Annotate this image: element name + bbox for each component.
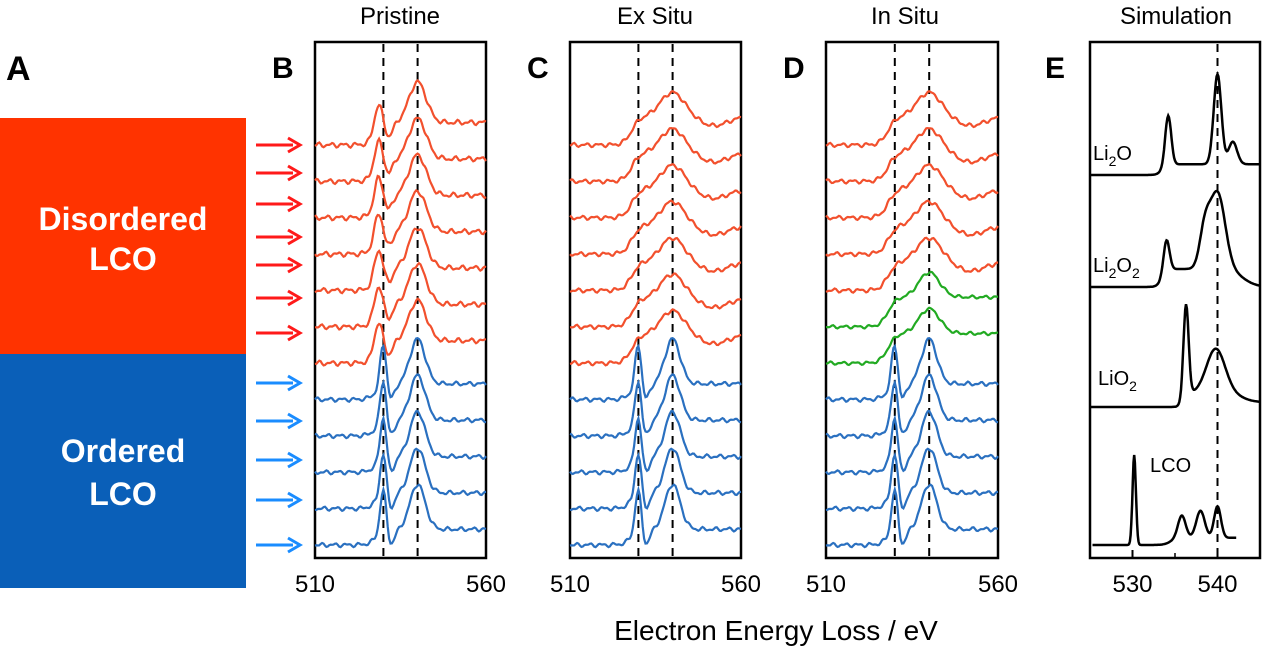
spectrum-d-11 <box>825 483 999 549</box>
spectrum-c-0 <box>569 89 742 149</box>
panel-letter-e: E <box>1045 52 1065 85</box>
spectrum-c-3 <box>569 199 742 258</box>
red-arrow-1 <box>256 164 303 182</box>
spectrum-c-2 <box>569 163 742 222</box>
spectrum-c-1 <box>569 126 742 185</box>
x-tick-label-b-1: 560 <box>466 571 506 598</box>
disordered-label-line1: Disordered <box>39 201 208 237</box>
spectrum-d-3 <box>825 199 999 258</box>
spectrum-c-6 <box>569 308 742 367</box>
panel-letter-d: D <box>783 52 805 85</box>
spectrum-d-8 <box>825 373 999 440</box>
ordered-label-line1: Ordered <box>61 433 185 469</box>
spectrum-b-7 <box>314 337 487 403</box>
spectrum-d-7 <box>825 337 999 403</box>
red-arrow-6 <box>256 324 303 342</box>
sim-label-1: Li2O2 <box>1093 255 1140 281</box>
spectrum-b-11 <box>314 483 487 549</box>
ordered-lco-box <box>0 354 246 588</box>
x-axis-title: Electron Energy Loss / eV <box>614 615 938 646</box>
spectrum-b-9 <box>314 409 487 476</box>
panel-frame-d <box>824 40 1000 560</box>
spectrum-d-10 <box>825 447 999 513</box>
spectrum-c-9 <box>569 409 742 476</box>
panel-c: Ex Situ C 510 560 <box>527 3 761 598</box>
spectrum-d-9 <box>825 409 999 476</box>
blue-arrow-1 <box>256 412 303 430</box>
panel-title-b: Pristine <box>360 3 440 30</box>
panel-frame-c <box>568 40 743 560</box>
spectrum-c-5 <box>569 272 742 331</box>
x-tick-label-e-0: 530 <box>1112 571 1152 598</box>
spectrum-c-8 <box>569 373 742 440</box>
x-tick-label-d-0: 510 <box>806 571 846 598</box>
blue-arrow-4 <box>256 536 303 554</box>
spectrum-b-6 <box>314 297 487 368</box>
spectrum-b-10 <box>314 447 487 513</box>
ordered-label-line2: LCO <box>89 476 157 512</box>
spectra-panels: Pristine B 510 560 Ex Situ C 510 560 In Situ D 510… <box>272 3 1262 598</box>
arrow-group <box>256 136 303 554</box>
spectrum-c-7 <box>569 337 742 403</box>
sim-spectrum-1 <box>1090 189 1261 289</box>
disordered-label-line2: LCO <box>89 241 157 277</box>
panel-frame-e <box>1088 40 1262 560</box>
x-tick-label-c-0: 510 <box>550 571 590 598</box>
spectrum-d-2 <box>825 163 999 222</box>
x-tick-label-b-0: 510 <box>295 571 335 598</box>
spectrum-d-5 <box>825 270 999 330</box>
panel-title-d: In Situ <box>871 3 939 30</box>
spectrum-b-8 <box>314 373 487 440</box>
red-arrow-2 <box>256 195 303 213</box>
sim-label-2: LiO2 <box>1098 368 1137 394</box>
panel-letter-b: B <box>272 52 294 85</box>
red-arrow-3 <box>256 228 303 246</box>
spectrum-b-0 <box>314 79 487 149</box>
disordered-lco-box <box>0 118 246 354</box>
panel-frame-b <box>313 40 488 560</box>
spectrum-c-11 <box>569 483 742 549</box>
spectrum-c-10 <box>569 447 742 513</box>
blue-arrow-0 <box>256 374 303 392</box>
spectrum-b-5 <box>315 261 487 331</box>
blue-arrow-3 <box>256 491 303 509</box>
sim-label-0: Li2O <box>1093 143 1132 169</box>
spectrum-b-2 <box>314 152 487 222</box>
x-tick-label-c-1: 560 <box>721 571 761 598</box>
panel-letter-a: A <box>6 50 31 88</box>
spectrum-d-6 <box>825 306 999 367</box>
sim-spectrum-0 <box>1090 70 1260 177</box>
sim-label-3: LCO <box>1150 455 1191 477</box>
spectrum-b-1 <box>314 116 487 186</box>
x-tick-label-d-1: 560 <box>978 571 1018 598</box>
x-tick-label-e-1: 540 <box>1197 571 1237 598</box>
spectrum-b-3 <box>314 189 487 259</box>
panel-b: Pristine B 510 560 <box>272 3 506 598</box>
red-arrow-5 <box>256 289 303 307</box>
spectrum-d-4 <box>825 236 998 294</box>
sim-spectrum-2 <box>1090 303 1261 409</box>
spectrum-d-1 <box>825 126 999 185</box>
panel-title-c: Ex Situ <box>617 3 693 30</box>
spectrum-b-4 <box>314 227 487 295</box>
panel-d: In Situ D 510 560 <box>783 3 1018 598</box>
sim-spectrum-3 <box>1092 454 1237 547</box>
red-arrow-4 <box>256 256 303 274</box>
panel-e: Simulation E 530 540 Li2O Li2O2 LiO2 LCO <box>1045 3 1262 598</box>
spectrum-c-4 <box>569 236 741 294</box>
spectrum-d-0 <box>825 89 999 149</box>
panel-letter-c: C <box>527 52 549 85</box>
blue-arrow-2 <box>256 451 303 469</box>
panel-title-e: Simulation <box>1120 3 1232 30</box>
red-arrow-0 <box>256 136 303 154</box>
